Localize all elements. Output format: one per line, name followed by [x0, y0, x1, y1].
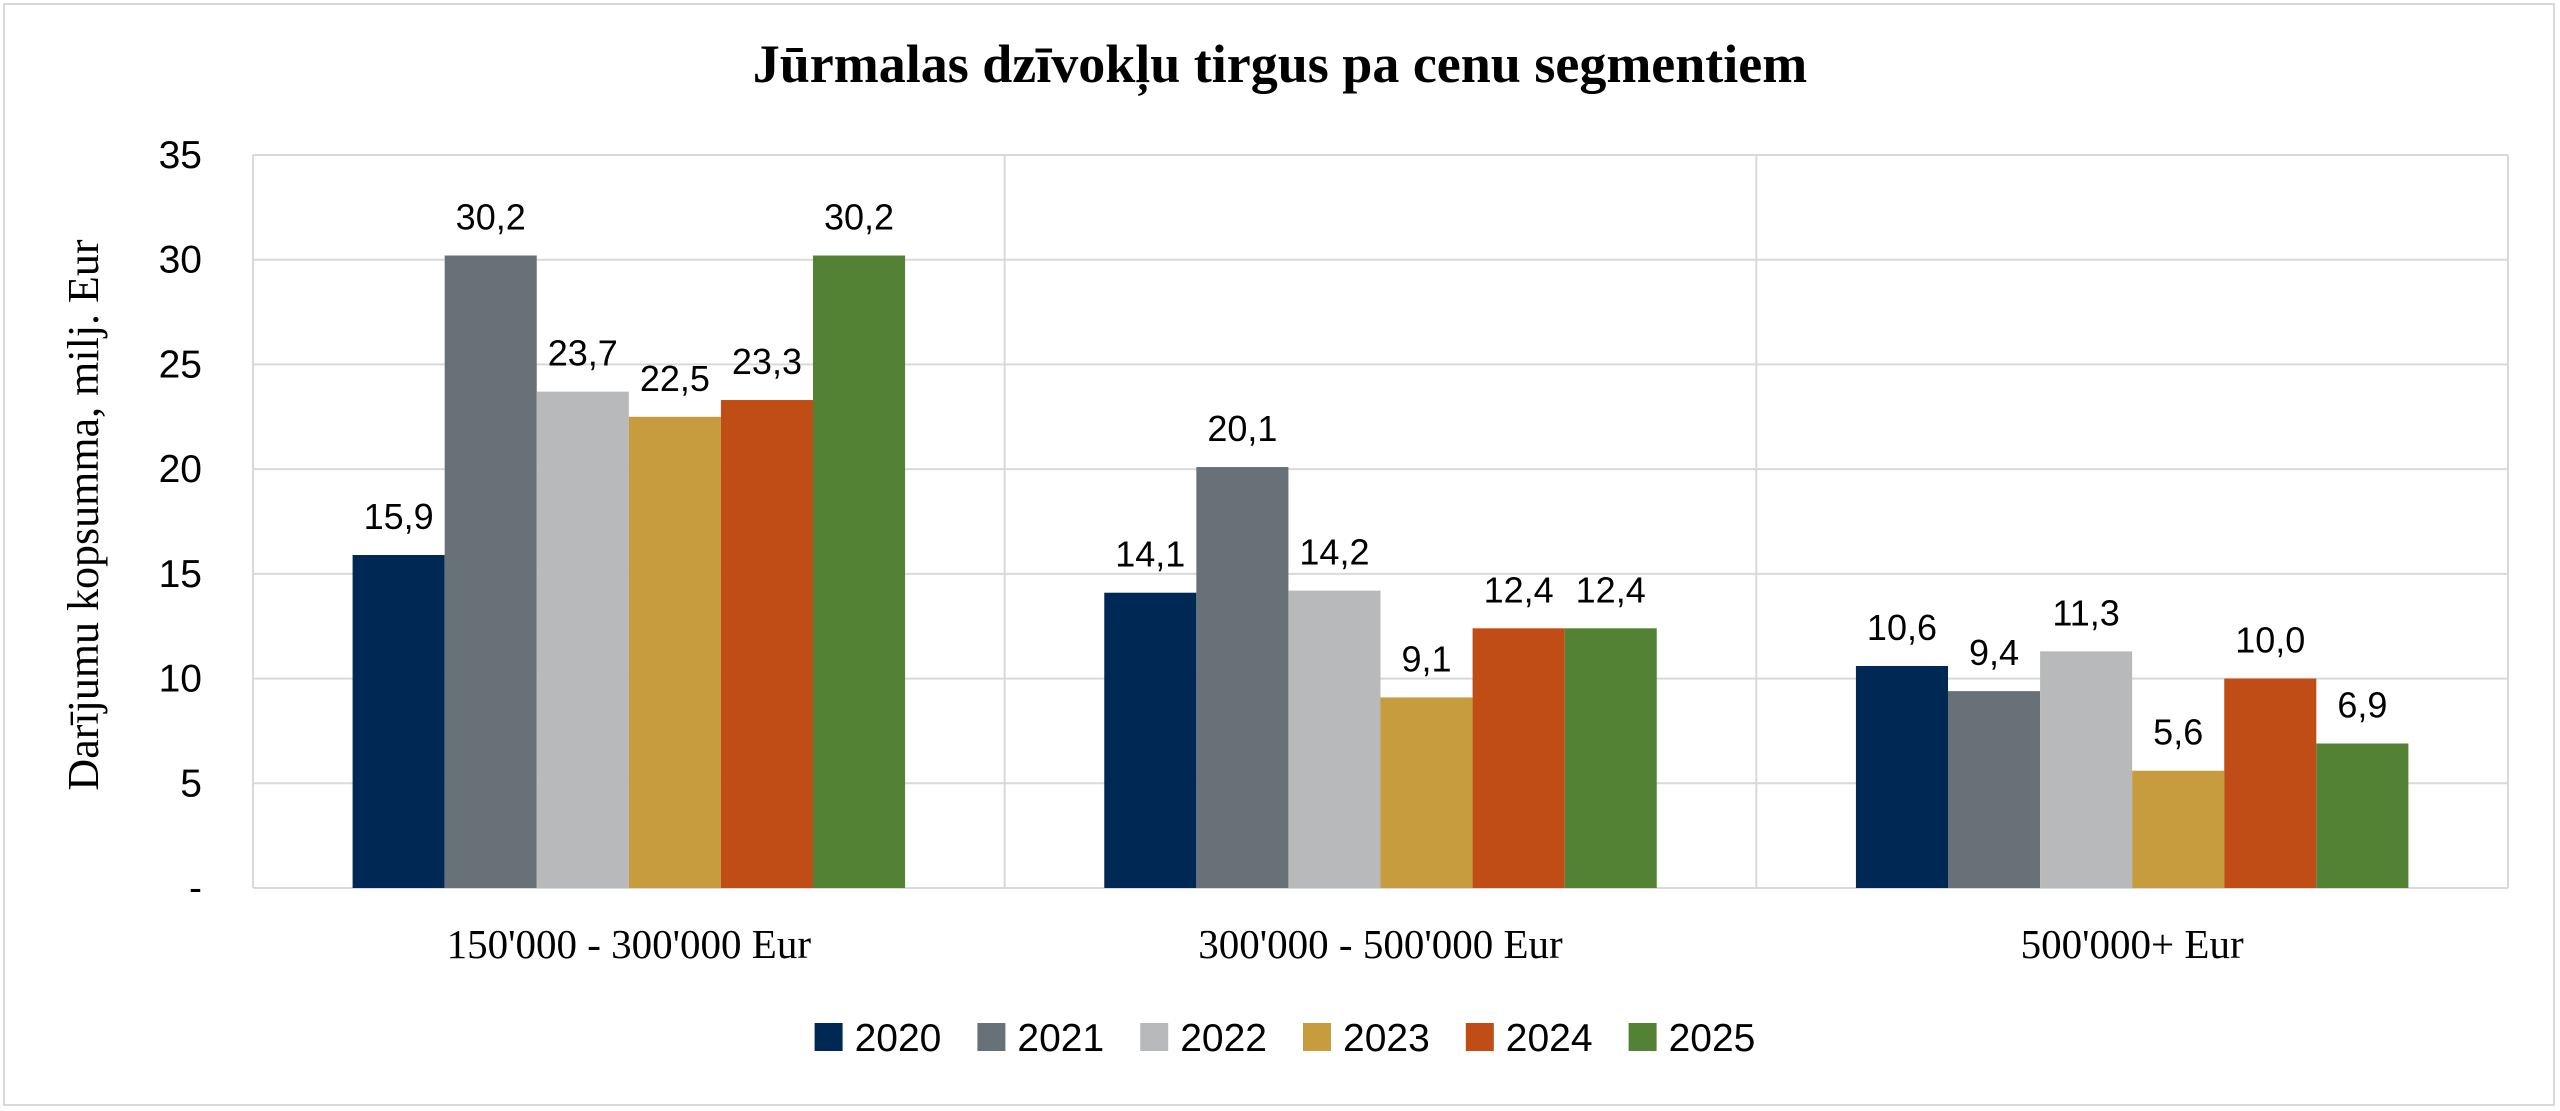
data-label: 12,4 — [1484, 569, 1554, 610]
y-tick-label: - — [189, 867, 202, 910]
bar-2025-2 — [1564, 628, 1657, 888]
data-label: 10,0 — [2235, 620, 2305, 661]
legend-swatch — [1465, 1023, 1494, 1051]
data-label: 9,1 — [1402, 638, 1452, 679]
legend-label: 2025 — [1669, 1017, 1756, 1060]
bar-2024-3 — [2224, 678, 2317, 888]
data-label: 30,2 — [456, 197, 526, 238]
bar-2025-3 — [2316, 743, 2409, 888]
y-tick-label: 25 — [159, 343, 202, 386]
data-label: 10,6 — [1867, 607, 1937, 648]
legend-item-2024: 2024 — [1465, 1017, 1593, 1060]
bar-2020-1 — [352, 555, 445, 888]
bar-2021-1 — [444, 255, 537, 889]
data-label: 30,2 — [824, 197, 894, 238]
data-label: 15,9 — [364, 496, 434, 537]
legend-label: 2022 — [1180, 1017, 1267, 1060]
data-label: 6,9 — [2337, 684, 2387, 725]
bar-2021-2 — [1196, 467, 1289, 888]
bar-2023-2 — [1380, 697, 1473, 888]
data-label: 23,7 — [548, 333, 618, 374]
x-category-label: 500'000+ Eur — [2021, 921, 2244, 967]
y-axis-ticks: - 5 10 15 20 25 30 35 — [159, 134, 202, 910]
data-label: 11,3 — [2052, 592, 2119, 633]
legend-item-2023: 2023 — [1303, 1017, 1430, 1060]
y-tick-label: 15 — [159, 553, 202, 596]
legend-label: 2024 — [1506, 1017, 1593, 1060]
y-tick-label: 5 — [180, 762, 202, 805]
legend-swatch — [1303, 1023, 1331, 1051]
y-tick-label: 20 — [159, 448, 202, 491]
data-label: 14,1 — [1115, 534, 1185, 575]
data-label: 14,2 — [1299, 532, 1369, 573]
bar-2025-1 — [812, 255, 906, 889]
bar-2024-2 — [1472, 628, 1565, 888]
bar-2022-3 — [2040, 651, 2133, 888]
y-tick-label: 35 — [159, 134, 202, 177]
bar-2023-1 — [628, 416, 721, 888]
bar-2022-1 — [536, 391, 629, 888]
bar-2023-3 — [2132, 770, 2225, 888]
data-label: 5,6 — [2153, 712, 2203, 753]
legend-label: 2020 — [855, 1017, 942, 1060]
bars — [352, 255, 2409, 889]
y-axis-label: Darījumu kopsumma, milj. Eur — [59, 239, 108, 791]
bar-2020-2 — [1104, 592, 1197, 888]
legend-swatch — [814, 1023, 843, 1051]
bar-2020-3 — [1855, 666, 1949, 888]
legend: 2020 2021 2022 2023 2024 2025 — [814, 1017, 1756, 1060]
legend-item-2020: 2020 — [814, 1017, 942, 1060]
data-labels: 15,9 30,2 23,7 22,5 23,3 30,2 14,1 20,1 14,2 9,1 1… — [364, 197, 2388, 753]
legend-swatch — [1140, 1023, 1169, 1051]
data-label: 23,3 — [732, 341, 802, 382]
data-label: 22,5 — [640, 358, 710, 399]
legend-label: 2021 — [1017, 1017, 1104, 1060]
x-category-label: 150'000 - 300'000 Eur — [447, 921, 812, 967]
data-label: 9,4 — [1969, 632, 2019, 673]
legend-item-2022: 2022 — [1140, 1017, 1267, 1060]
bar-2021-3 — [1948, 691, 2041, 888]
chart-title: Jūrmalas dzīvokļu tirgus pa cenu segment… — [753, 34, 1808, 97]
x-axis-categories: 150'000 - 300'000 Eur 300'000 - 500'000 E… — [447, 921, 2244, 967]
legend-swatch — [1628, 1023, 1657, 1051]
bar-2024-1 — [720, 400, 813, 888]
y-tick-label: 10 — [159, 658, 202, 701]
y-tick-label: 30 — [159, 239, 202, 282]
legend-item-2025: 2025 — [1628, 1017, 1756, 1060]
legend-item-2021: 2021 — [977, 1017, 1104, 1060]
legend-swatch — [977, 1023, 1006, 1051]
bar-2022-2 — [1288, 590, 1381, 888]
x-category-label: 300'000 - 500'000 Eur — [1198, 921, 1563, 967]
data-label: 20,1 — [1207, 408, 1277, 449]
legend-label: 2023 — [1343, 1017, 1430, 1060]
data-label: 12,4 — [1576, 569, 1646, 610]
